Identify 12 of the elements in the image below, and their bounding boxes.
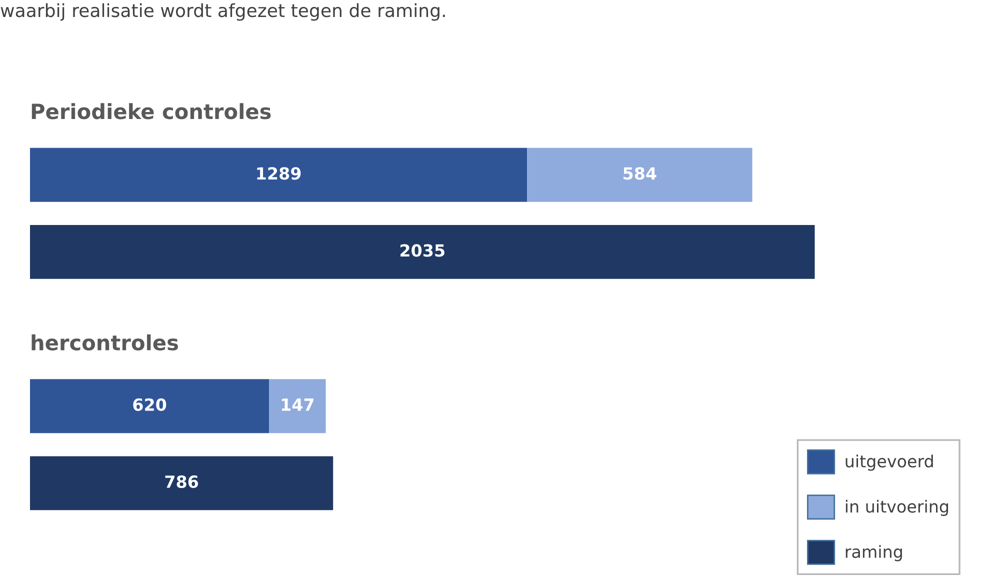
data-label: 147: [282, 398, 314, 411]
legend-label: uitgevoerd: [846, 454, 933, 471]
y-tick-label: Periodieke controles: [32, 103, 271, 120]
legend-label: in uitvoering: [846, 500, 948, 516]
data-label: 584: [624, 167, 656, 180]
y-tick-label: hercontroles: [32, 334, 178, 350]
chart-title: waarbij realisatie wordt afgezet tegen de raming.: [0, 3, 445, 21]
data-label: 786: [165, 475, 198, 488]
data-label: 1289: [257, 167, 301, 180]
data-label: 620: [133, 398, 166, 411]
legend-label: raming: [846, 545, 902, 562]
data-label: 2035: [400, 244, 444, 257]
